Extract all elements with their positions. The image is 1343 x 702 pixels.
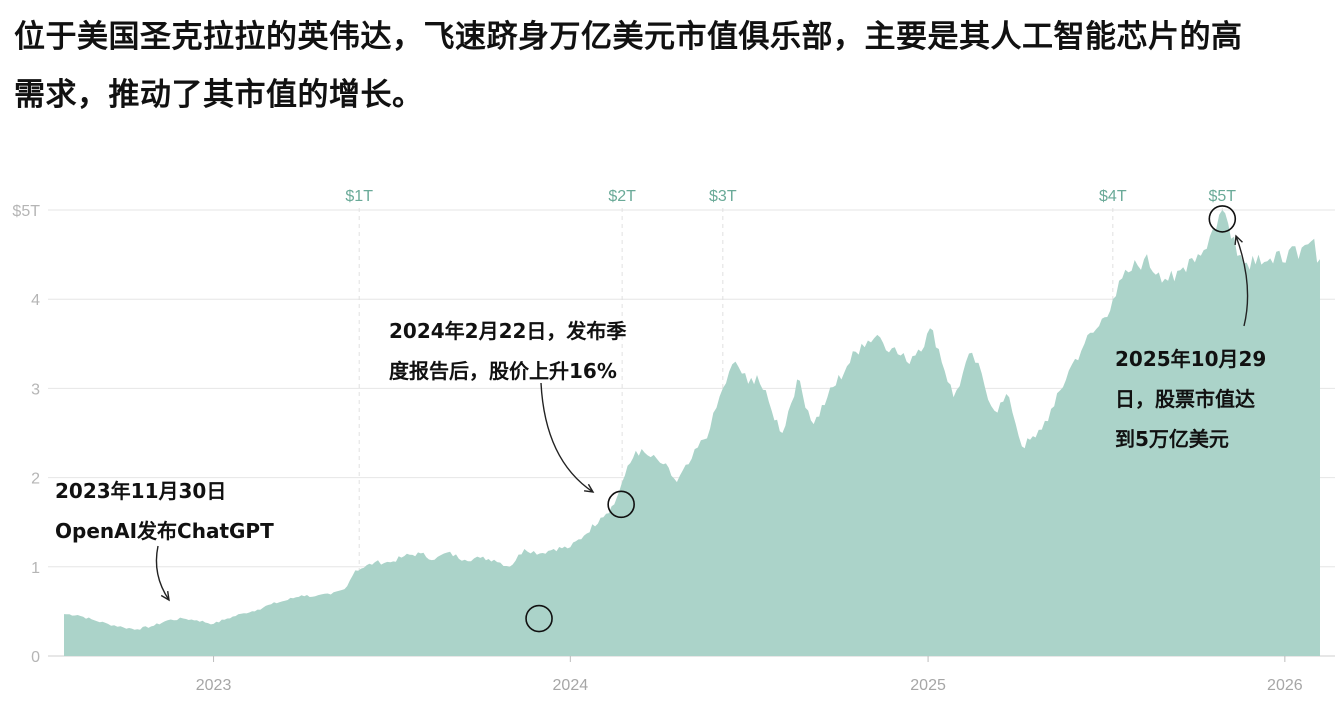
annotation-text: 2023年11月30日	[55, 479, 226, 503]
arrowhead	[583, 483, 595, 493]
x-tick-label: 2026	[1267, 677, 1303, 694]
milestone-label: $1T	[345, 188, 373, 205]
annotation-marker	[525, 604, 553, 633]
arrowhead	[160, 590, 170, 602]
annotation-chatgpt: 2023年11月30日 OpenAI发布ChatGPT	[55, 479, 553, 633]
y-tick-label: 0	[31, 649, 40, 666]
x-tick-label: 2023	[196, 677, 232, 694]
annotation-arrow	[155, 545, 170, 601]
arrowhead	[1234, 234, 1243, 246]
headline: 位于美国圣克拉拉的英伟达，飞速跻身万亿美元市值俱乐部，主要是其人工智能芯片的高 …	[14, 8, 1324, 124]
y-tick-label: 2	[31, 471, 40, 488]
annotation-arrow	[1235, 235, 1249, 327]
milestone-label: $4T	[1099, 188, 1127, 205]
x-tick-label: 2024	[553, 677, 589, 694]
y-tick-label: 1	[31, 560, 40, 577]
annotation-text: 2024年2月22日，发布季	[389, 319, 626, 343]
x-tick-label: 2025	[910, 677, 946, 694]
y-tick-label: 3	[31, 381, 40, 398]
annotation-marker	[607, 490, 635, 519]
annotation-text: 到5万亿美元	[1115, 427, 1229, 451]
headline-line-1: 位于美国圣克拉拉的英伟达，飞速跻身万亿美元市值俱乐部，主要是其人工智能芯片的高	[14, 19, 1243, 55]
annotation-text: 2025年10月29	[1115, 347, 1266, 371]
y-tick-label: 4	[31, 292, 40, 309]
market-cap-area	[64, 210, 1320, 656]
headline-line-2: 需求，推动了其市值的增长。	[14, 77, 424, 113]
milestone-label: $3T	[709, 188, 737, 205]
milestone-label: $2T	[608, 188, 636, 205]
milestone-label: $5T	[1209, 188, 1237, 205]
annotation-text: 度报告后，股价上升16%	[389, 359, 617, 383]
annotation-text: 日，股票市值达	[1115, 387, 1255, 411]
annotation-arrow	[540, 382, 594, 493]
y-tick-label: $5T	[12, 203, 40, 220]
annotation-text: OpenAI发布ChatGPT	[55, 519, 274, 543]
annotation-marker	[1208, 205, 1237, 233]
